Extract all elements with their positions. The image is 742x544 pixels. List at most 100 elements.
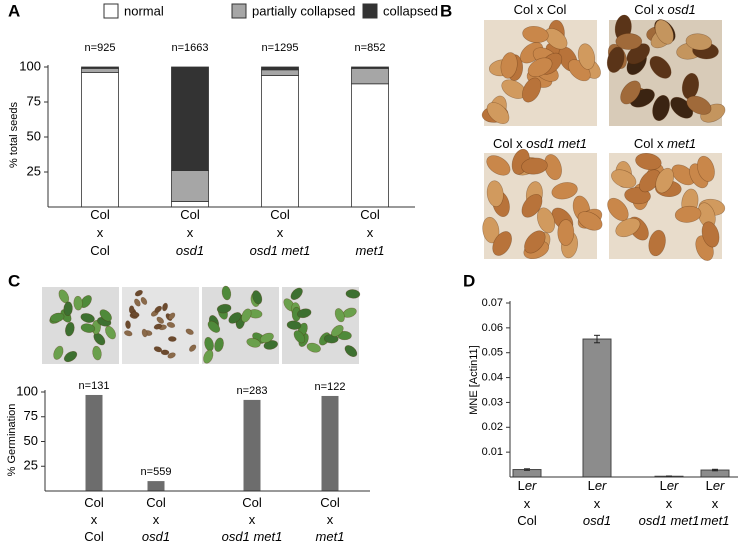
photo-object	[686, 95, 712, 115]
bar-segment	[351, 68, 389, 85]
x-tick-label: x	[277, 225, 284, 240]
y-tick-label: 50	[27, 128, 41, 143]
bar	[582, 338, 612, 478]
photo-object	[134, 289, 143, 297]
x-tick-label-part: Col	[146, 495, 166, 510]
bar-segment	[81, 68, 119, 74]
photo-object	[344, 345, 358, 358]
x-tick-label: x	[327, 512, 334, 527]
photo-object	[131, 311, 140, 318]
n-label: n=925	[85, 42, 116, 54]
legend-label: collapsed	[383, 3, 438, 18]
photo-title-part: Col x	[493, 136, 526, 151]
photo-object	[125, 320, 131, 329]
error-bar	[712, 468, 718, 472]
x-tick-label: x	[594, 496, 601, 511]
x-tick-label-part: Col	[270, 207, 290, 222]
y-axis-title: % Germination	[6, 404, 18, 477]
photo-object	[134, 298, 141, 307]
x-tick-label-part: x	[277, 225, 284, 240]
panel-label: D	[463, 271, 475, 290]
x-tick-label-part: L	[588, 478, 595, 493]
y-tick-label: 0.06	[482, 322, 503, 334]
x-tick-label-italic: osd1 met1	[639, 513, 700, 528]
bar-segment	[171, 66, 209, 171]
photo-object	[697, 155, 715, 182]
photo-object	[557, 219, 575, 246]
photo-object	[221, 285, 232, 301]
photo-object	[140, 296, 148, 305]
x-tick-label: met1	[316, 529, 345, 544]
x-tick-label: x	[666, 496, 673, 511]
legend-label: partially collapsed	[252, 3, 355, 18]
bar-segment	[351, 66, 389, 69]
x-tick-label: Col	[84, 495, 104, 510]
x-tick-label-part: x	[91, 512, 98, 527]
photo-title-part: Col x Col	[514, 2, 567, 17]
photo-object	[293, 330, 306, 344]
photo-title-part: Col x	[634, 136, 667, 151]
x-tick-label: x	[249, 512, 256, 527]
panel-label: B	[440, 1, 452, 20]
x-tick-label: x	[153, 512, 160, 527]
photo-object	[527, 57, 553, 78]
photo-title-italic: osd1 met1	[526, 136, 587, 151]
x-tick-label: osd1 met1	[639, 513, 700, 528]
y-tick-label: 0.04	[482, 371, 503, 383]
photo-object	[649, 55, 672, 79]
photo-object	[286, 320, 302, 330]
x-tick-label-italic: osd1	[142, 529, 170, 544]
photo-object	[92, 345, 102, 361]
photo-title: Col x osd1	[634, 2, 695, 17]
x-tick-label: x	[97, 225, 104, 240]
photo-object	[189, 344, 197, 352]
photo-object	[701, 221, 720, 248]
x-tick-label: Col	[360, 207, 380, 222]
n-label: n=852	[355, 42, 386, 54]
photo-object	[345, 289, 361, 299]
n-label: n=131	[79, 380, 110, 392]
y-tick-label: 25	[27, 163, 41, 178]
x-tick-label-part: Col	[90, 207, 110, 222]
panel-label: A	[8, 1, 20, 20]
x-tick-label-part: x	[367, 225, 374, 240]
y-tick-label: 0.03	[482, 396, 503, 408]
photo-object	[652, 94, 670, 121]
x-tick-label-part: x	[666, 496, 673, 511]
x-tick-label: met1	[701, 513, 730, 528]
photo-object	[63, 350, 78, 363]
error-bar	[594, 334, 600, 344]
photo-object	[153, 323, 163, 330]
bar	[147, 481, 165, 491]
n-label: n=559	[141, 466, 172, 478]
photo-object	[166, 321, 176, 328]
y-tick-label: 75	[24, 408, 38, 423]
bar-segment	[261, 66, 299, 71]
x-tick-label: Ler	[660, 478, 679, 493]
photo-object	[521, 157, 548, 175]
photo-object	[620, 80, 641, 105]
photo-title: Col x Col	[514, 2, 567, 17]
photo-object	[80, 323, 96, 333]
x-tick-label: Col	[84, 529, 104, 544]
photo-title-italic: osd1	[668, 2, 696, 17]
photo-object	[65, 321, 75, 337]
y-tick-label: 75	[27, 93, 41, 108]
x-tick-label: x	[367, 225, 374, 240]
photo-object	[207, 320, 221, 333]
x-tick-label-italic: met1	[701, 513, 730, 528]
photo-object	[99, 309, 112, 322]
photo-object	[635, 152, 662, 171]
bar-segment	[81, 66, 119, 69]
photo-title: Col x met1	[634, 136, 696, 151]
x-tick-label: Ler	[588, 478, 607, 493]
x-tick-label: Col	[90, 207, 110, 222]
x-tick-label-part: Col	[180, 207, 200, 222]
bar-segment	[261, 69, 299, 76]
photo-title-part: Col x	[634, 2, 667, 17]
legend-swatch	[103, 3, 119, 19]
legend-swatch	[362, 3, 378, 19]
photo-object	[156, 316, 165, 324]
photo-object	[492, 231, 512, 256]
x-tick-label: Col	[320, 495, 340, 510]
